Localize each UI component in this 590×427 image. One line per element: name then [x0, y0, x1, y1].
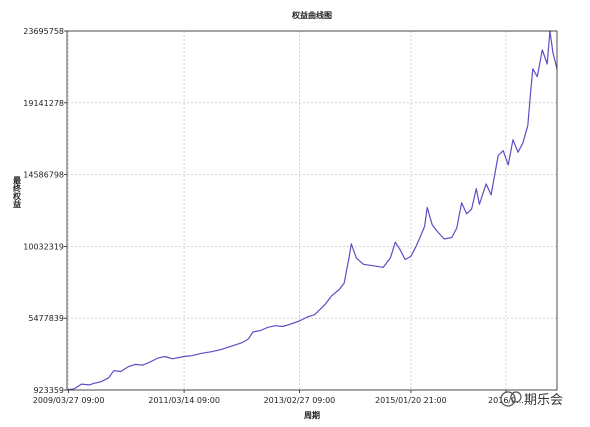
x-tick-label: 2009/03/27 09:00 [33, 396, 105, 405]
plot-frame [66, 30, 558, 391]
equity-series-line [66, 30, 558, 391]
x-tick-label: 2015/01/20 21:00 [375, 396, 447, 405]
y-axis-title: 最终权益 [12, 175, 22, 209]
x-axis-ticks: 2009/03/27 09:00 2011/03/14 09:00 2013/02/… [33, 390, 524, 405]
y-tick-label: 10032319 [23, 242, 64, 251]
grid-layer [67, 30, 557, 391]
watermark-logo-icon [500, 391, 522, 407]
x-axis-title: 周期 [304, 410, 320, 420]
y-tick-label: 923359 [33, 386, 64, 395]
watermark-text: 期乐会 [524, 393, 563, 408]
watermark: 期乐会 [500, 391, 563, 408]
y-tick-label: 5477839 [28, 314, 64, 323]
x-tick-label: 2016/0... [488, 396, 524, 405]
y-tick-label: 23695758 [23, 27, 64, 36]
y-axis-ticks: 923359 5477839 10032319 14586798 19141278 236… [23, 27, 67, 395]
y-tick-label: 14586798 [23, 171, 64, 180]
x-tick-label: 2011/03/14 09:00 [148, 396, 220, 405]
y-tick-label: 19141278 [23, 99, 64, 108]
x-tick-label: 2013/02/27 09:00 [264, 396, 336, 405]
series-layer [66, 30, 558, 391]
chart-title: 权益曲线图 [291, 10, 332, 20]
